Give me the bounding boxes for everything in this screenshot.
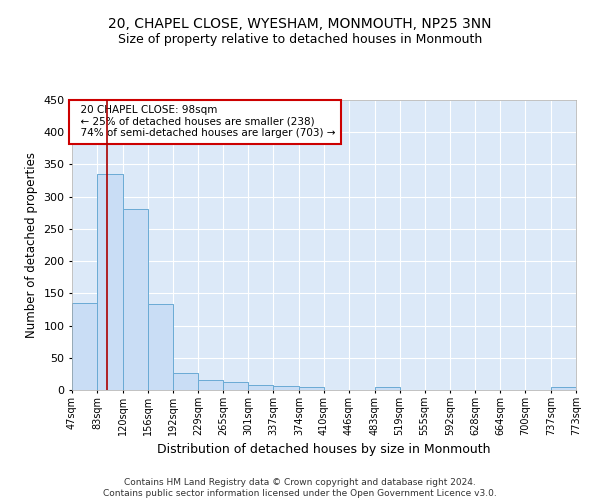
Text: 20, CHAPEL CLOSE, WYESHAM, MONMOUTH, NP25 3NN: 20, CHAPEL CLOSE, WYESHAM, MONMOUTH, NP2… [108,18,492,32]
Bar [274,386,299,390]
Bar [97,174,122,390]
Bar [173,372,199,390]
Y-axis label: Number of detached properties: Number of detached properties [25,152,38,338]
Bar [374,387,400,390]
Bar [551,388,576,390]
Text: 20 CHAPEL CLOSE: 98sqm
  ← 25% of detached houses are smaller (238)
  74% of sem: 20 CHAPEL CLOSE: 98sqm ← 25% of detached… [74,105,335,138]
Bar [72,303,97,390]
Text: Contains HM Land Registry data © Crown copyright and database right 2024.
Contai: Contains HM Land Registry data © Crown c… [103,478,497,498]
X-axis label: Distribution of detached houses by size in Monmouth: Distribution of detached houses by size … [157,444,491,456]
Bar [199,380,223,390]
Bar [223,382,248,390]
Bar [148,304,173,390]
Bar [122,209,148,390]
Bar [248,385,274,390]
Text: Size of property relative to detached houses in Monmouth: Size of property relative to detached ho… [118,32,482,46]
Bar [299,387,324,390]
